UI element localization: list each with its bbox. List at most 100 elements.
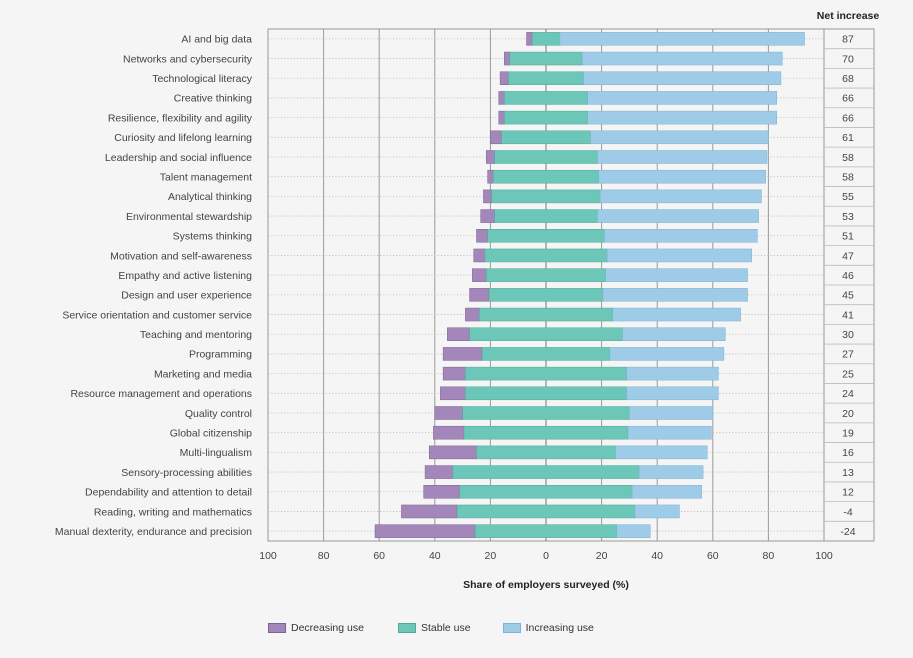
bar-stable [487,229,605,243]
bar-stable [504,110,588,125]
x-tick-label: 80 [318,550,330,562]
legend-swatch-stable [397,623,416,633]
bar-increasing [597,209,759,223]
net-value: 25 [842,368,854,380]
bar-increasing [599,189,762,204]
bar-decreasing [498,91,505,105]
net-value: 66 [842,93,854,105]
bar-increasing [602,288,748,302]
row-label: Technological literacy [152,73,253,85]
bar-decreasing [498,110,505,125]
net-value: 30 [842,329,854,341]
bar-increasing [612,307,741,322]
legend-item-decreasing: Decreasing use [268,622,364,634]
bar-decreasing [423,485,461,499]
net-value: 45 [842,290,854,302]
bar-increasing [604,229,758,243]
bar-decreasing [442,347,483,361]
bar-stable [501,130,591,145]
bar-increasing [583,71,782,85]
row-label: Creative thinking [174,93,252,105]
bar-stable [479,307,613,322]
row-label: Multi-lingualism [180,447,253,459]
bar-increasing [590,130,769,145]
row-label: Networks and cybersecurity [123,53,253,65]
bar-increasing [559,32,805,46]
bar-stable [531,32,561,46]
bar-decreasing [424,465,454,479]
bar-increasing [638,465,704,479]
row-label: Sensory-processing abilities [121,467,252,479]
net-value: 19 [842,427,854,439]
legend-swatch-increasing [502,623,521,633]
row-label: Curiosity and lifelong learning [114,132,252,144]
row-label: Reading, writing and mathematics [94,506,252,518]
net-value: 61 [842,132,854,144]
bar-stable [491,189,601,204]
bar-increasing [616,524,651,538]
legend-label-increasing: Increasing use [525,622,594,634]
bar-decreasing [487,169,494,184]
bar-increasing [587,110,777,125]
net-value: 58 [842,152,854,164]
legend-swatch-decreasing [268,623,286,633]
net-value: 20 [842,408,854,420]
bar-decreasing [440,386,466,401]
x-tick-label: 60 [707,550,719,562]
net-value: 53 [842,211,854,223]
row-label: Dependability and attention to detail [85,487,252,499]
x-tick-label: 40 [651,550,663,562]
net-value: 24 [842,388,854,400]
net-value: 66 [842,112,854,124]
bar-decreasing [526,32,533,46]
bar-decreasing [480,209,495,223]
net-value: 16 [842,447,854,459]
bar-stable [465,366,627,381]
bar-stable [484,248,608,263]
bar-decreasing [490,130,502,145]
bar-decreasing [434,406,463,420]
row-label: Teaching and mentoring [140,329,252,341]
bar-stable [508,71,584,85]
row-label: Analytical thinking [168,191,252,203]
bar-stable [488,288,604,302]
x-axis: 100 80 60 40 20 0 20 40 60 80 100 [259,550,833,562]
legend-label-decreasing: Decreasing use [291,622,364,634]
bar-stable [459,485,633,499]
bar-increasing [626,366,719,381]
bar-stable [462,406,630,420]
bar-stable [476,445,616,460]
net-value: 13 [842,467,854,479]
x-tick-label: 100 [815,550,833,562]
bar-stable [481,347,611,361]
bar-decreasing [428,445,477,460]
bar-increasing [631,485,702,499]
legend: Decreasing use Stable use Increasing use [268,622,594,634]
bar-increasing [581,51,783,66]
x-tick-label: 40 [429,550,441,562]
bar-increasing [598,169,766,184]
bar-stable [465,386,627,401]
bar-stable [494,150,598,164]
net-value: -4 [843,506,852,518]
bar-decreasing [483,189,493,204]
row-label: Design and user experience [121,290,252,302]
net-value: 51 [842,231,854,243]
x-tick-label: 20 [596,550,608,562]
bars [374,32,805,538]
row-label: Resilience, flexibility and agility [108,112,253,124]
bar-decreasing [469,288,490,302]
row-label: Quality control [185,408,252,420]
bar-increasing [626,386,719,401]
bar-stable [504,91,588,105]
net-value: -24 [840,526,855,538]
row-label: Leadership and social influence [105,152,252,164]
bar-stable [474,524,618,538]
bar-increasing [605,268,748,282]
net-value: 68 [842,73,854,85]
row-label: Global citizenship [170,427,252,439]
row-label: Environmental stewardship [126,211,252,223]
net-value: 87 [842,34,854,46]
bar-decreasing [374,524,476,538]
